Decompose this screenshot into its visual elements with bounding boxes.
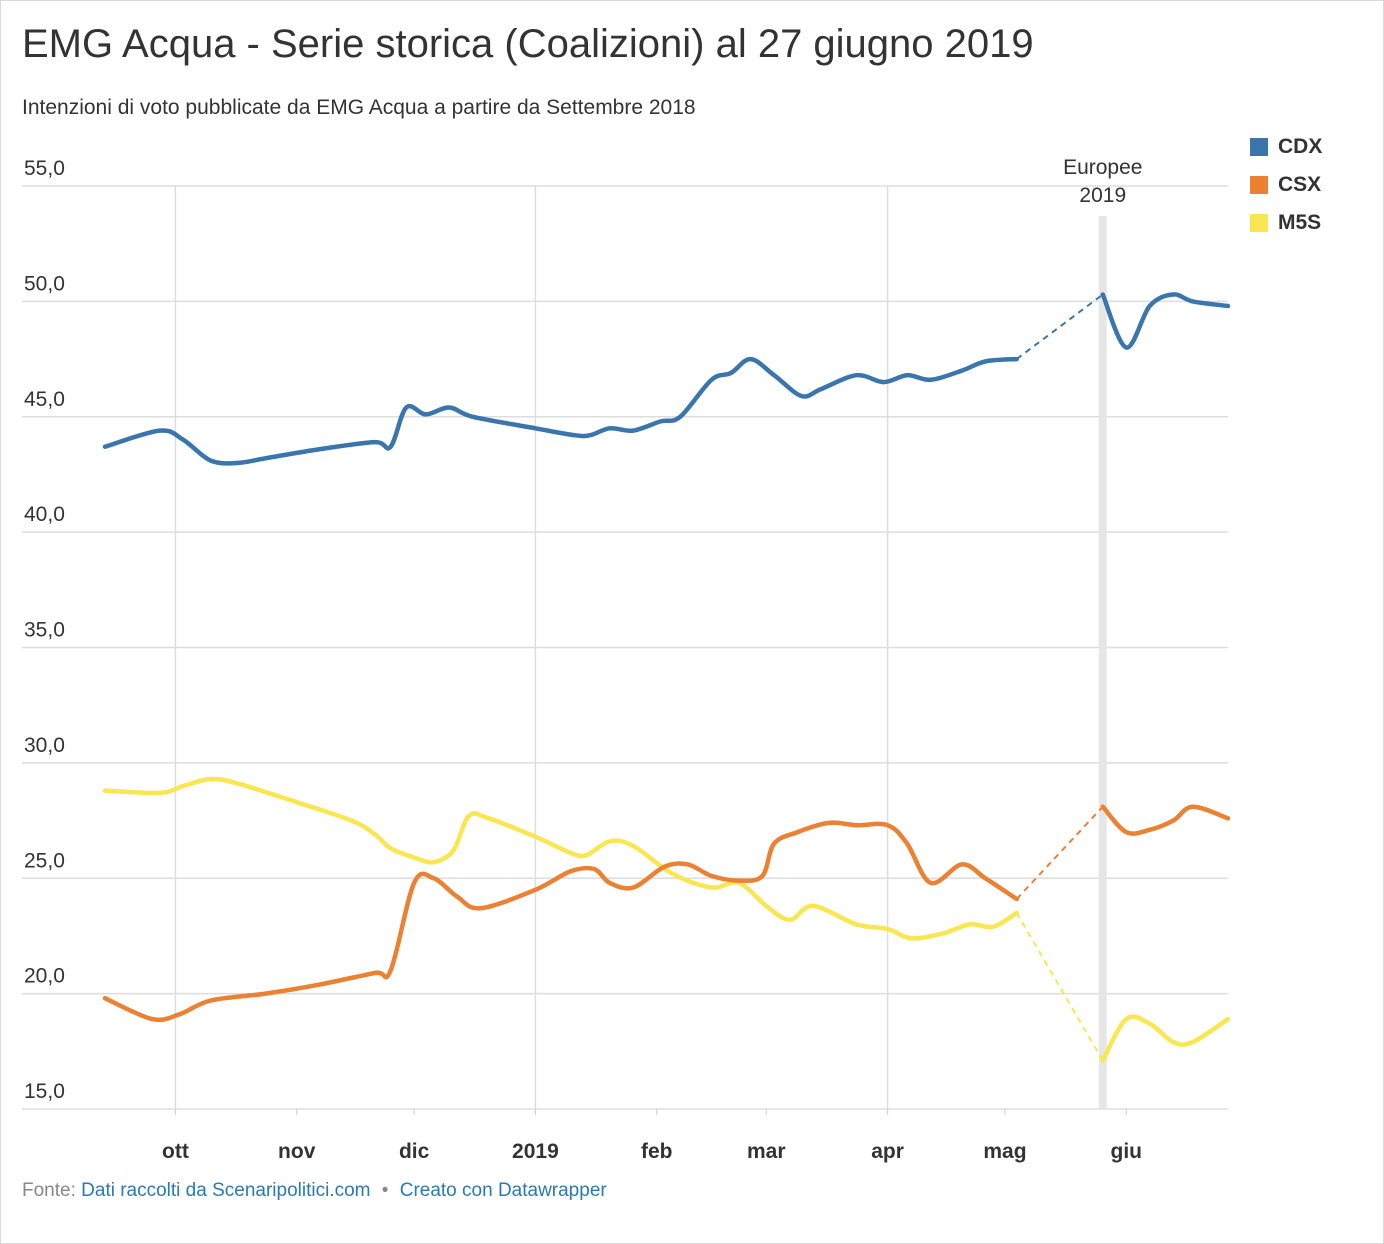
legend-item-m5s: M5S — [1250, 204, 1322, 242]
x-tick-label: mar — [747, 1140, 786, 1163]
y-tick-label: 50,0 — [24, 272, 65, 295]
datawrapper-link[interactable]: Creato con Datawrapper — [399, 1180, 607, 1201]
annotation-layer: Europee 2019 — [1063, 156, 1142, 1109]
series-line-m5s — [102, 776, 1019, 941]
footer-source-label: Fonte: — [22, 1180, 76, 1201]
series-line-cdx — [102, 356, 1019, 466]
series-connector-csx — [1015, 806, 1104, 900]
y-tick-label: 55,0 — [24, 157, 65, 180]
x-tick-label: giu — [1111, 1140, 1143, 1163]
series-connector-m5s — [1015, 912, 1104, 1062]
series-connector-cdx — [1016, 293, 1104, 360]
legend-swatch-m5s — [1250, 214, 1268, 232]
series-line-post-csx — [1100, 804, 1231, 836]
x-tick-label: apr — [871, 1140, 904, 1163]
legend-label-cdx: CDX — [1278, 135, 1323, 158]
y-tick-label: 35,0 — [24, 619, 65, 642]
chart-subtitle: Intenzioni di voto pubblicate da EMG Acq… — [22, 96, 696, 119]
y-tick-label: 40,0 — [24, 503, 65, 526]
label-layer: 55,0 50,0 45,0 40,0 35,0 30,0 25,0 20,0 15,0 ott n… — [24, 157, 1142, 1163]
series-line-post-m5s — [1100, 1014, 1231, 1063]
legend-item-cdx: CDX — [1250, 128, 1322, 166]
legend-label-csx: CSX — [1278, 173, 1322, 196]
series-layer — [102, 292, 1231, 1063]
grid-layer — [22, 185, 1228, 1115]
legend-label-m5s: M5S — [1278, 211, 1322, 234]
annotation-label: 2019 — [1079, 184, 1126, 207]
y-tick-label: 15,0 — [24, 1080, 65, 1103]
legend-swatch-cdx — [1250, 138, 1268, 156]
legend: CDX CSX M5S — [1250, 128, 1322, 242]
y-tick-label: 30,0 — [24, 734, 65, 757]
chart-title: EMG Acqua - Serie storica (Coalizioni) a… — [22, 22, 1034, 66]
y-tick-label: 45,0 — [24, 388, 65, 411]
x-tick-label: feb — [641, 1140, 673, 1163]
x-tick-label: ott — [162, 1140, 189, 1163]
series-line-post-cdx — [1100, 292, 1231, 350]
election-band — [1098, 216, 1107, 1109]
y-tick-label: 20,0 — [24, 965, 65, 988]
x-tick-label: mag — [983, 1140, 1026, 1163]
x-tick-label: nov — [278, 1140, 316, 1163]
x-tick-label: 2019 — [512, 1140, 559, 1163]
series-line-csx — [102, 820, 1019, 1023]
x-tick-label: dic — [399, 1140, 430, 1163]
legend-item-csx: CSX — [1250, 166, 1322, 204]
footer-separator: • — [381, 1180, 389, 1201]
legend-swatch-csx — [1250, 176, 1268, 194]
footer: Fonte: Dati raccolti da Scenaripolitici.… — [22, 1180, 607, 1202]
source-link[interactable]: Dati raccolti da Scenaripolitici.com — [81, 1180, 371, 1201]
y-tick-label: 25,0 — [24, 849, 65, 872]
annotation-label: Europee — [1063, 156, 1142, 179]
